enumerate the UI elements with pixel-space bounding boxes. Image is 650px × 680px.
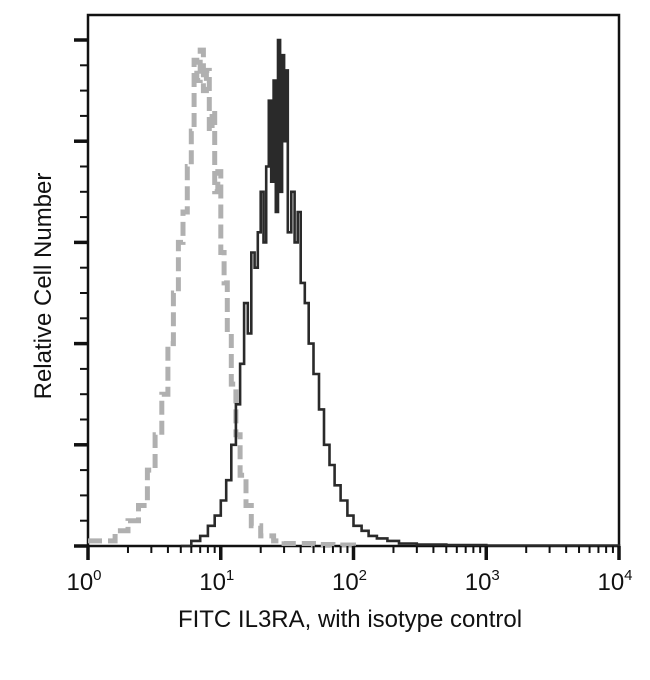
x-tick-label: 101 [199, 567, 234, 596]
x-tick-label: 103 [465, 567, 500, 596]
plot-frame [86, 13, 621, 548]
x-axis-title: FITC IL3RA, with isotype control [178, 606, 522, 633]
y-axis-ticks [74, 38, 88, 548]
x-tick-label: 104 [597, 567, 632, 596]
il3ra-curve [180, 38, 621, 548]
isotype-control-curve [88, 47, 356, 548]
x-tick-label: 102 [332, 567, 367, 596]
x-axis-ticks [86, 546, 621, 560]
y-axis-title: Relative Cell Number [30, 173, 57, 400]
series-layer [88, 38, 621, 548]
x-tick-label: 100 [66, 567, 101, 596]
x-axis-tick-labels: 100 101 102 103 104 [66, 567, 632, 596]
